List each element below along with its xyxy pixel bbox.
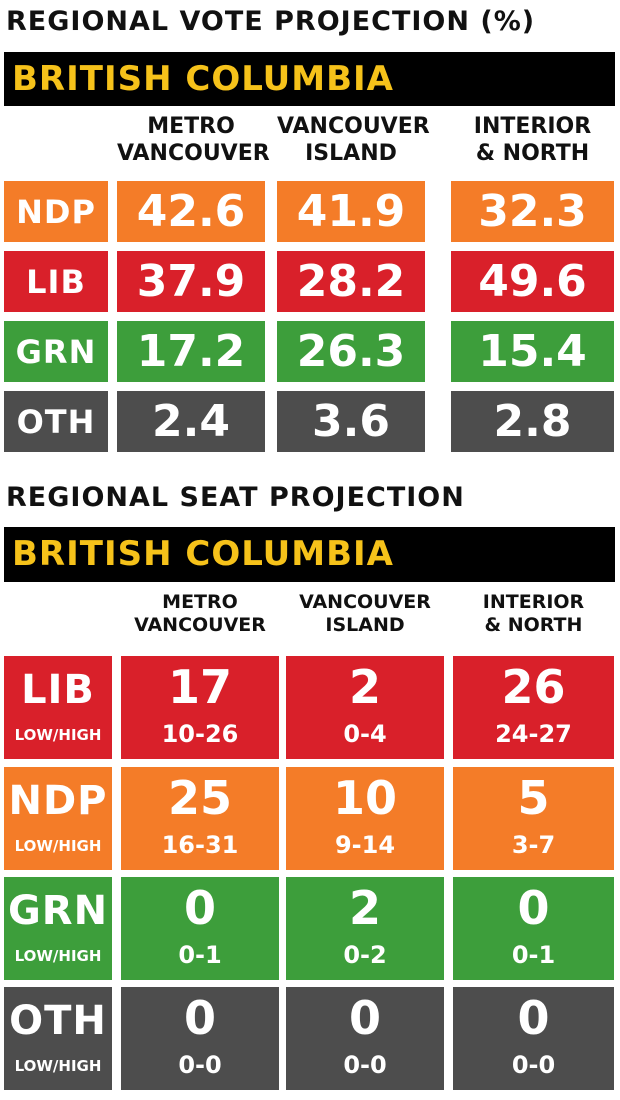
seat-range: 0-1 [511,940,556,969]
seat-count: 5 [517,770,550,825]
vote-share-cell: 32.3 [451,181,614,242]
seat-cell: 17 10-26 [121,656,279,759]
seat-cell: 5 3-7 [453,767,614,870]
seat-range: 0-4 [343,719,387,748]
column-header-vancouver-island: VANCOUVER ISLAND [286,591,444,637]
seat-count: 26 [501,659,566,714]
column-header-line: & NORTH [484,614,583,637]
column-header-line: & NORTH [475,140,590,166]
vote-section-title: REGIONAL VOTE PROJECTION (%) [6,6,536,37]
column-header-line: VANCOUVER [299,591,431,613]
seat-count: 0 [183,880,216,935]
seat-cell: 25 16-31 [121,767,279,870]
column-header-vancouver-island: VANCOUVER ISLAND [277,114,430,168]
column-header-line: ISLAND [325,614,405,637]
column-header-line: VANCOUVER [134,614,266,637]
vote-share-cell: 28.2 [277,251,425,312]
seat-cell: 0 0-0 [286,987,444,1090]
seat-range: 24-27 [495,719,572,748]
seat-cell: 0 0-1 [453,877,614,980]
seat-count: 0 [183,990,216,1045]
seat-cell: 26 24-27 [453,656,614,759]
party-label-ndp: NDP LOW/HIGH [4,767,112,870]
seat-range: 0-1 [178,940,222,969]
vote-share-cell: 2.8 [451,391,614,452]
seat-range: 0-0 [178,1050,222,1079]
column-header-interior-north: INTERIOR & NORTH [451,114,614,168]
column-header-line: ISLAND [305,140,397,166]
seat-count: 0 [517,990,550,1045]
seat-section-title: REGIONAL SEAT PROJECTION [6,482,465,513]
vote-province-banner: BRITISH COLUMBIA [4,52,615,106]
seat-range: 0-0 [343,1050,387,1079]
seat-count: 25 [167,770,232,825]
vote-share-cell: 42.6 [117,181,265,242]
column-header-metro-vancouver: METRO VANCOUVER [121,591,279,637]
party-name: GRN [7,887,109,934]
seat-count: 2 [348,880,381,935]
column-header-line: METRO [162,591,238,613]
party-label-lib: LIB [4,251,108,312]
seat-count: 0 [517,880,550,935]
seat-cell: 0 0-0 [121,987,279,1090]
party-label-ndp: NDP [4,181,108,242]
seat-range: 9-14 [334,830,396,859]
seat-count: 17 [167,659,232,714]
column-header-line: VANCOUVER [277,114,430,139]
column-header-metro-vancouver: METRO VANCOUVER [117,114,270,168]
seat-range: 16-31 [161,830,239,859]
vote-share-cell: 41.9 [277,181,425,242]
seat-cell: 0 0-1 [121,877,279,980]
party-label-oth: OTH LOW/HIGH [4,987,112,1090]
vote-share-cell: 37.9 [117,251,265,312]
low-high-label: LOW/HIGH [14,725,102,744]
column-header-line: METRO [147,114,235,139]
low-high-label: LOW/HIGH [14,1056,102,1075]
low-high-label: LOW/HIGH [14,946,102,965]
column-header-line: INTERIOR [482,591,585,613]
seat-cell: 2 0-2 [286,877,444,980]
seat-range: 10-26 [161,719,239,748]
seat-cell: 2 0-4 [286,656,444,759]
seat-cell: 0 0-0 [453,987,614,1090]
seat-province-banner: BRITISH COLUMBIA [4,527,615,582]
party-label-lib: LIB LOW/HIGH [4,656,112,759]
seat-range: 0-0 [511,1050,556,1079]
column-header-interior-north: INTERIOR & NORTH [453,591,614,637]
seat-count: 0 [348,990,381,1045]
seat-cell: 10 9-14 [286,767,444,870]
party-label-grn: GRN LOW/HIGH [4,877,112,980]
seat-range: 0-2 [343,940,387,969]
vote-share-cell: 2.4 [117,391,265,452]
party-name: OTH [9,997,107,1044]
column-header-line: INTERIOR [473,114,592,139]
vote-share-cell: 3.6 [277,391,425,452]
column-header-line: VANCOUVER [117,140,270,166]
seat-count: 10 [332,770,397,825]
party-label-grn: GRN [4,321,108,382]
vote-share-cell: 15.4 [451,321,614,382]
vote-share-cell: 49.6 [451,251,614,312]
vote-share-cell: 26.3 [277,321,425,382]
party-name: NDP [8,777,108,824]
party-label-oth: OTH [4,391,108,452]
party-name: LIB [21,666,95,713]
low-high-label: LOW/HIGH [14,836,102,855]
seat-range: 3-7 [511,830,556,859]
seat-count: 2 [348,659,381,714]
vote-share-cell: 17.2 [117,321,265,382]
